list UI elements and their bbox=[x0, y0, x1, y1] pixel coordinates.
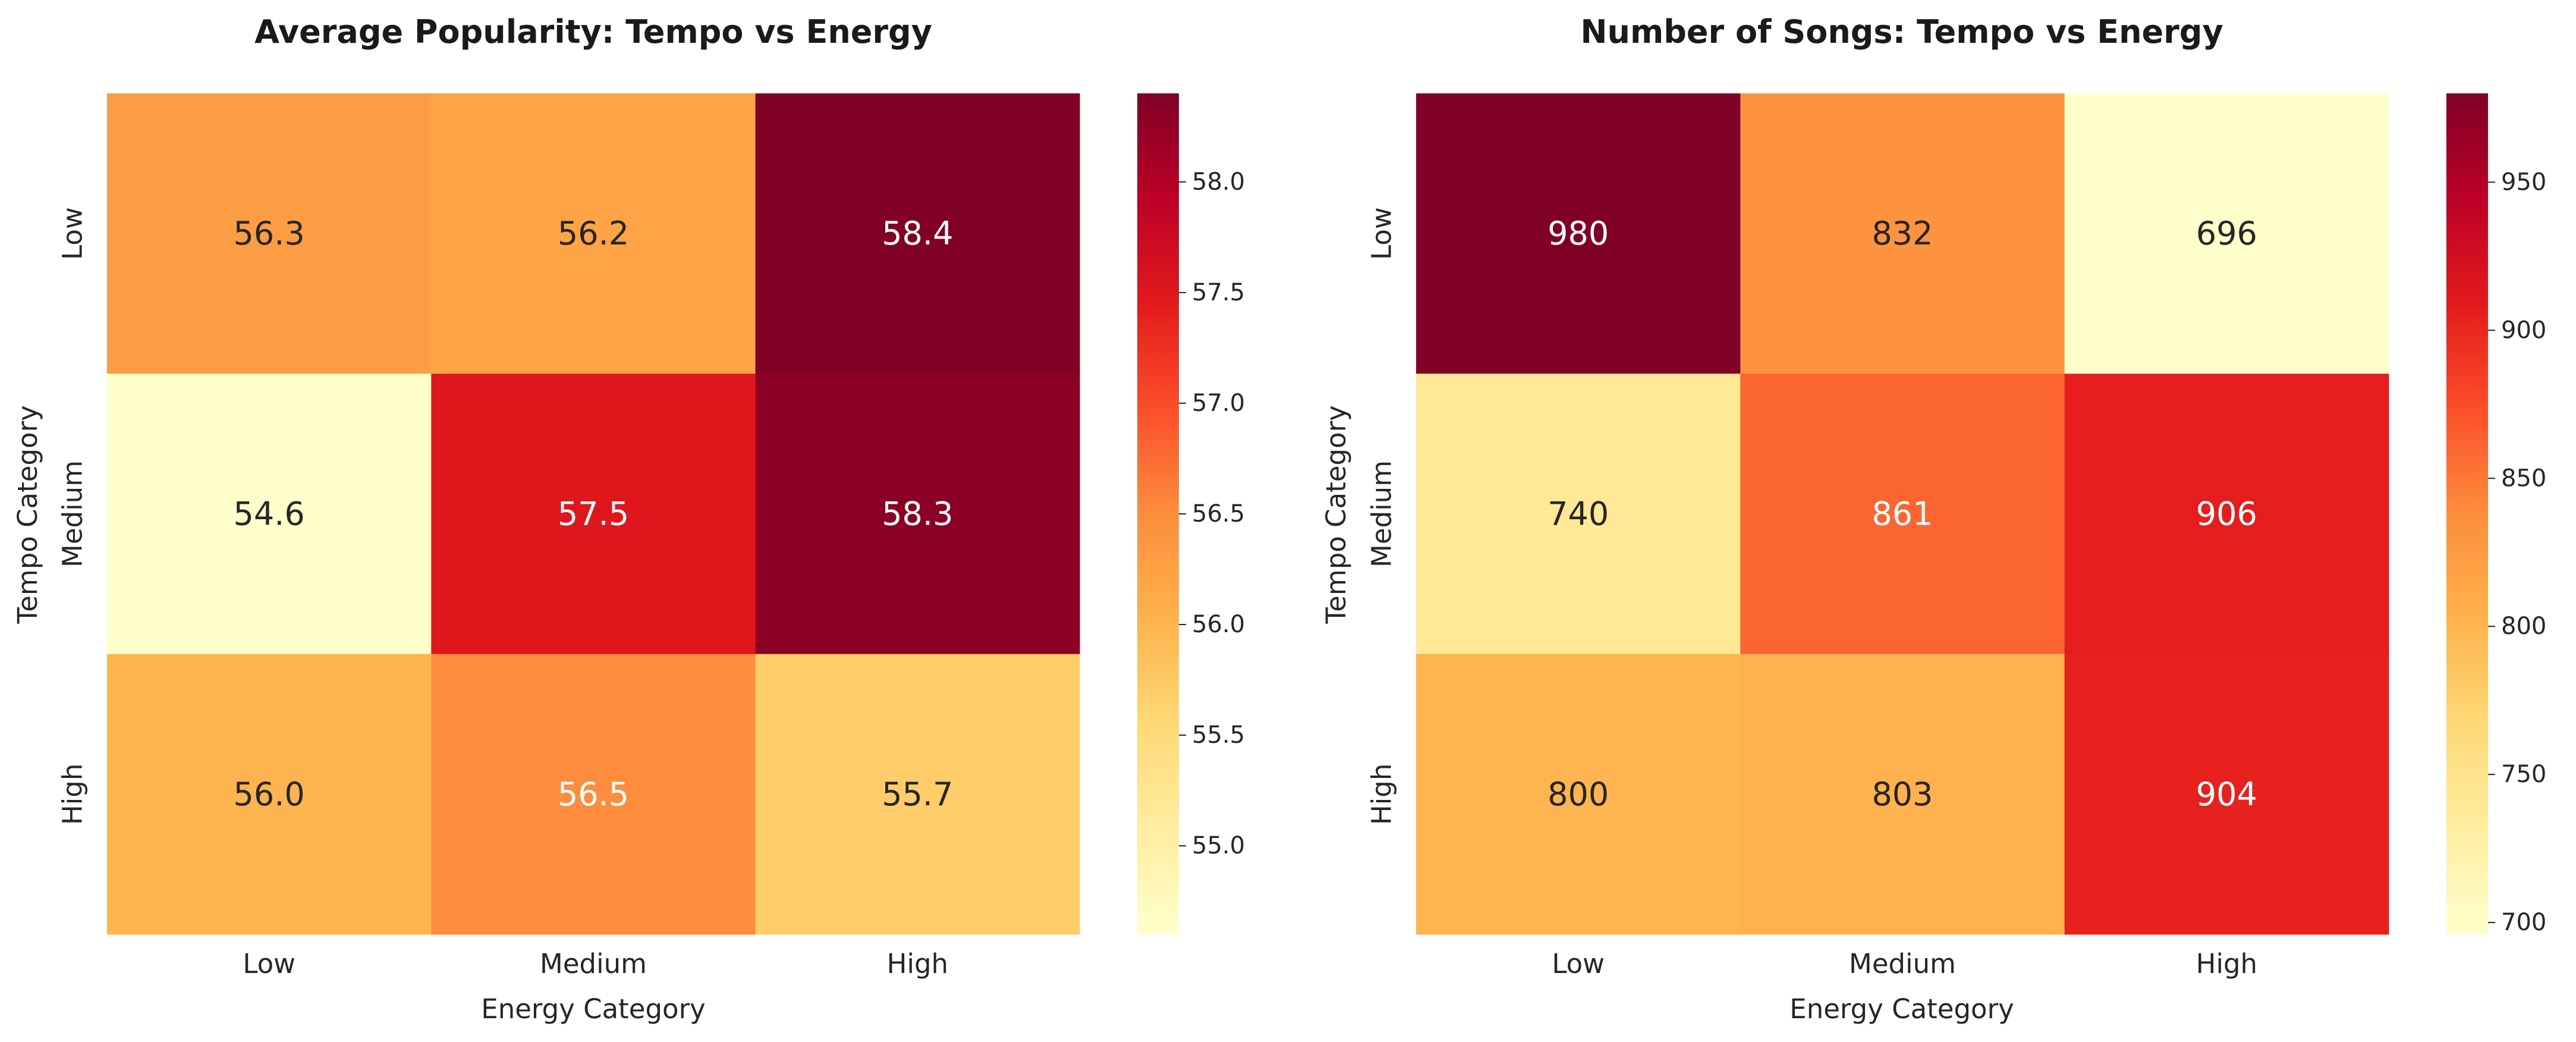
heatmap-cell bbox=[2064, 93, 2389, 374]
heatmap-cell bbox=[107, 654, 432, 935]
colorbar: 55.0 55.5 56.0 56.5 57.0 57.5 58.0 bbox=[1137, 93, 1245, 934]
x-axis-label: Energy Category bbox=[481, 993, 705, 1025]
heatmap-cell bbox=[431, 374, 756, 655]
cell-value-label: 800 bbox=[1548, 776, 1609, 813]
x-tick-label: Low bbox=[243, 948, 295, 980]
x-tick-label: Low bbox=[1552, 948, 1605, 980]
x-tick-label: High bbox=[2196, 948, 2257, 980]
cell-value-label: 832 bbox=[1872, 215, 1933, 252]
colorbar-tick-label: 700 bbox=[2501, 909, 2546, 936]
cell-value-label: 56.0 bbox=[234, 776, 305, 813]
colorbar-tick-label: 950 bbox=[2501, 168, 2546, 196]
heatmap-cell bbox=[1416, 374, 1741, 655]
x-tick-labels: Low Medium High bbox=[1552, 948, 2257, 980]
cell-value-label: 740 bbox=[1548, 495, 1609, 533]
heatmap-cell bbox=[107, 93, 432, 374]
y-tick-label: Medium bbox=[57, 460, 89, 567]
y-axis-label: Tempo Category bbox=[12, 405, 43, 624]
cell-value-label: 58.4 bbox=[882, 215, 953, 252]
heatmap-panel-popularity: Average Popularity: Tempo vs Energy 56.3… bbox=[12, 13, 1245, 1025]
heatmap-cell bbox=[1416, 654, 1741, 935]
heatmap-cell bbox=[107, 374, 432, 655]
x-tick-label: Medium bbox=[540, 948, 647, 980]
y-tick-label: High bbox=[57, 764, 89, 825]
cell-value-label: 906 bbox=[2196, 495, 2257, 533]
cell-value-label: 58.3 bbox=[882, 495, 953, 533]
heatmap-cell bbox=[755, 374, 1080, 655]
y-tick-label: Low bbox=[1366, 207, 1398, 260]
heatmap-cell bbox=[2064, 654, 2389, 935]
cell-value-label: 56.2 bbox=[558, 215, 629, 252]
colorbar-tick-label: 57.0 bbox=[1192, 390, 1245, 417]
heatmap-panel-song-count: Number of Songs: Tempo vs Energy 980 832 6… bbox=[1320, 13, 2546, 1025]
y-tick-labels: Low Medium High bbox=[57, 207, 89, 825]
cell-value-label: 696 bbox=[2196, 215, 2257, 252]
heatmap-cell bbox=[755, 654, 1080, 935]
heatmap-cell bbox=[755, 93, 1080, 374]
chart-title: Number of Songs: Tempo vs Energy bbox=[1580, 13, 2223, 51]
colorbar-tick-label: 750 bbox=[2501, 761, 2546, 788]
colorbar-tick-label: 56.5 bbox=[1192, 500, 1245, 528]
heatmap-cells: 980 832 696 740 861 906 800 803 904 bbox=[1416, 93, 2389, 935]
colorbar: 700 750 800 850 900 950 bbox=[2446, 93, 2546, 936]
colorbar-tick-label: 58.0 bbox=[1192, 168, 1245, 196]
colorbar-tick-label: 55.0 bbox=[1192, 832, 1245, 859]
heatmap-cell bbox=[1740, 93, 2065, 374]
cell-value-label: 57.5 bbox=[558, 495, 629, 533]
chart-title: Average Popularity: Tempo vs Energy bbox=[254, 13, 932, 51]
heatmap-cells: 56.3 56.2 58.4 54.6 57.5 58.3 56.0 56.5 55.7 bbox=[107, 93, 1080, 935]
colorbar-bar bbox=[1137, 93, 1179, 934]
y-tick-labels: Low Medium High bbox=[1366, 207, 1398, 825]
x-tick-label: Medium bbox=[1849, 948, 1956, 980]
cell-value-label: 55.7 bbox=[882, 776, 953, 813]
cell-value-label: 980 bbox=[1548, 215, 1609, 252]
y-tick-label: Low bbox=[57, 207, 89, 260]
heatmap-cell bbox=[2064, 374, 2389, 655]
cell-value-label: 56.3 bbox=[234, 215, 305, 252]
colorbar-bar bbox=[2446, 93, 2488, 934]
cell-value-label: 803 bbox=[1872, 776, 1933, 813]
x-axis-label: Energy Category bbox=[1789, 993, 2014, 1025]
heatmap-cell bbox=[1416, 93, 1741, 374]
colorbar-tick-label: 800 bbox=[2501, 613, 2546, 640]
cell-value-label: 56.5 bbox=[558, 776, 629, 813]
heatmap-cell bbox=[431, 93, 756, 374]
y-tick-label: Medium bbox=[1366, 460, 1398, 567]
colorbar-tick-label: 55.5 bbox=[1192, 721, 1245, 749]
colorbar-tick-label: 56.0 bbox=[1192, 611, 1245, 638]
colorbar-tick-label: 900 bbox=[2501, 316, 2546, 344]
x-tick-label: High bbox=[887, 948, 948, 980]
colorbar-tick-label: 850 bbox=[2501, 464, 2546, 492]
x-tick-labels: Low Medium High bbox=[243, 948, 948, 980]
heatmap-cell bbox=[1740, 374, 2065, 655]
y-tick-label: High bbox=[1366, 764, 1398, 825]
cell-value-label: 861 bbox=[1872, 495, 1933, 533]
cell-value-label: 904 bbox=[2196, 776, 2257, 813]
y-axis-label: Tempo Category bbox=[1320, 405, 1352, 624]
heatmap-cell bbox=[1740, 654, 2065, 935]
heatmap-cell bbox=[431, 654, 756, 935]
cell-value-label: 54.6 bbox=[234, 495, 305, 533]
colorbar-tick-label: 57.5 bbox=[1192, 279, 1245, 306]
